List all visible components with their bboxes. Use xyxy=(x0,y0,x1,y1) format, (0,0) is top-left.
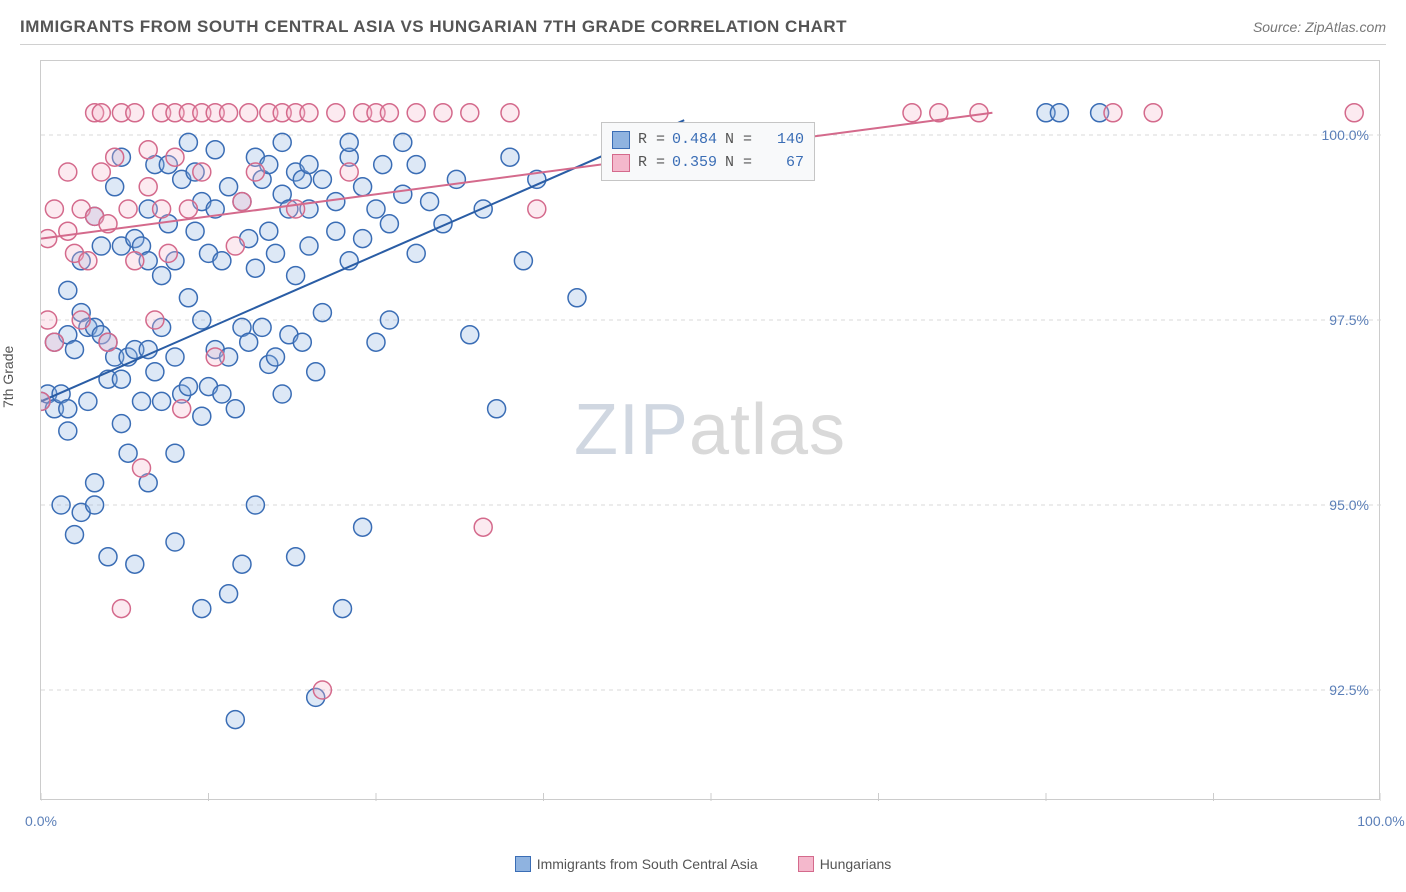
source-name: ZipAtlas.com xyxy=(1305,19,1386,35)
series-swatch xyxy=(612,131,630,149)
page-title: IMMIGRANTS FROM SOUTH CENTRAL ASIA VS HU… xyxy=(20,17,847,37)
chart-area: ZIPatlas 92.5%95.0%97.5%100.0% 0.0%100.0… xyxy=(40,60,1380,800)
stat-row: R = 0.359 N = 67 xyxy=(612,152,804,175)
y-tick-label: 100.0% xyxy=(1322,127,1369,143)
y-tick-label: 95.0% xyxy=(1329,497,1369,513)
r-value: R = 0.359 xyxy=(638,152,717,175)
series-swatch xyxy=(612,154,630,172)
series-swatch xyxy=(798,856,814,872)
bottom-legend: Immigrants from South Central Asia Hungar… xyxy=(0,856,1406,872)
series-swatch xyxy=(515,856,531,872)
legend-label: Immigrants from South Central Asia xyxy=(537,856,758,872)
stat-row: R = 0.484 N = 140 xyxy=(612,129,804,152)
legend-item: Hungarians xyxy=(798,856,892,872)
header: IMMIGRANTS FROM SOUTH CENTRAL ASIA VS HU… xyxy=(20,10,1386,45)
y-axis-title: 7th Grade xyxy=(0,346,16,408)
n-value: N = 67 xyxy=(725,152,804,175)
source-attribution: Source: ZipAtlas.com xyxy=(1253,19,1386,35)
x-tick-label: 0.0% xyxy=(25,813,57,829)
n-value: N = 140 xyxy=(725,129,804,152)
legend-label: Hungarians xyxy=(820,856,892,872)
y-tick-label: 97.5% xyxy=(1329,312,1369,328)
y-tick-label: 92.5% xyxy=(1329,682,1369,698)
legend-item: Immigrants from South Central Asia xyxy=(515,856,758,872)
x-tick-label: 100.0% xyxy=(1357,813,1404,829)
correlation-stats-box: R = 0.484 N = 140 R = 0.359 N = 67 xyxy=(601,122,815,181)
r-value: R = 0.484 xyxy=(638,129,717,152)
source-prefix: Source: xyxy=(1253,19,1305,35)
